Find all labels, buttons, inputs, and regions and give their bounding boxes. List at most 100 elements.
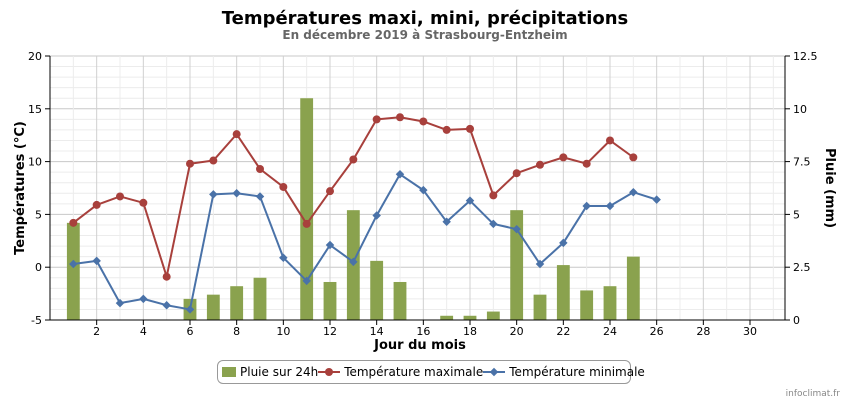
y-tick-label-left: 20: [28, 50, 42, 63]
y-tick-label-left: 10: [28, 156, 42, 169]
min-temp-line: [73, 173, 657, 311]
y-axis-right-label: Pluie (mm): [822, 148, 837, 228]
max-temp-point: [279, 182, 288, 191]
x-tick-label: 18: [463, 325, 477, 338]
legend-item-max-temp[interactable]: Température maximale: [318, 365, 483, 379]
max-temp-point: [116, 192, 124, 201]
y-axis-left-label: Températures (°C): [13, 121, 28, 255]
max-temp-point: [69, 218, 78, 227]
rain-bar: [206, 294, 220, 320]
y-tick-label-left: -5: [31, 314, 42, 327]
max-temp-point: [466, 124, 474, 133]
rain-bar: [556, 265, 570, 320]
y-tick-label-right: 10: [793, 103, 807, 116]
min-temp-point: [185, 305, 195, 314]
credit-link[interactable]: infoclimat.fr: [785, 389, 840, 399]
min-temp-point: [325, 240, 335, 250]
x-tick-label: 22: [556, 325, 570, 338]
x-axis-label: Jour du mois: [373, 338, 466, 353]
min-temp-point: [442, 217, 451, 227]
y-tick-label-left: 5: [35, 208, 42, 221]
min-temp-point: [255, 192, 265, 201]
min-temp-swatch-icon: [483, 367, 506, 377]
y-tick-label-right: 0: [793, 314, 800, 327]
legend-label-max-temp: Température maximale: [344, 365, 484, 379]
max-temp-point: [606, 136, 614, 145]
rain-bar: [463, 315, 477, 320]
min-temp-point: [115, 298, 125, 308]
y-tick-label-left: 0: [35, 261, 42, 274]
min-temp-point: [92, 256, 101, 266]
grid: [50, 55, 785, 321]
max-temp-point: [162, 272, 171, 281]
chart-subtitle: En décembre 2019 à Strasbourg-Entzheim: [282, 28, 568, 42]
max-temp-point: [256, 164, 264, 173]
x-tick-label: 26: [650, 325, 664, 338]
rain-bar: [66, 222, 80, 320]
rain-bar: [533, 294, 547, 320]
min-temp-point: [489, 219, 498, 229]
legend-item-rain[interactable]: Pluie sur 24h: [222, 365, 318, 379]
x-tick-label: 30: [743, 325, 757, 338]
max-temp-point: [489, 191, 498, 200]
y-tick-label-right: 2.5: [793, 261, 811, 274]
x-tick-label: 14: [370, 325, 384, 338]
y-tick-label-left: 15: [28, 103, 42, 116]
max-temp-point: [442, 125, 451, 134]
max-temp-point: [232, 130, 241, 139]
rain-bar: [230, 286, 244, 320]
rain-bar: [440, 315, 454, 320]
min-temp-point: [232, 189, 241, 198]
max-temp-point: [302, 219, 311, 228]
rain-bar: [486, 311, 500, 320]
temperature-lines: [69, 113, 661, 314]
max-temp-point: [349, 155, 358, 164]
rain-swatch-icon: [222, 367, 236, 377]
max-temp-point: [326, 187, 334, 196]
rain-bar: [580, 290, 594, 320]
x-tick-label: 2: [93, 325, 100, 338]
rain-bar: [626, 256, 640, 320]
y-tick-label-right: 7.5: [793, 156, 811, 169]
min-temp-point: [372, 211, 381, 220]
min-temp-point: [349, 257, 358, 267]
rain-bar: [300, 98, 314, 321]
min-temp-point: [69, 259, 78, 269]
min-temp-point: [419, 185, 428, 195]
max-temp-point: [92, 200, 101, 209]
rain-bars: [66, 98, 640, 321]
legend-label-min-temp: Température minimale: [509, 365, 645, 379]
rain-bar: [253, 277, 267, 320]
rain-bar: [323, 281, 337, 320]
legend-item-min-temp[interactable]: Température minimale: [483, 365, 645, 379]
plot-background: [50, 56, 785, 320]
chart-title: Températures maxi, mini, précipitations: [221, 8, 629, 29]
min-temp-point: [209, 190, 218, 199]
max-temp-point: [559, 153, 568, 162]
rain-bar: [603, 286, 617, 320]
x-tick-label: 24: [603, 325, 617, 338]
x-tick-label: 6: [187, 325, 194, 338]
max-temp-point: [419, 117, 428, 126]
y-tick-label-right: 12.5: [793, 50, 818, 63]
max-temp-point: [582, 159, 591, 168]
legend-label-rain: Pluie sur 24h: [240, 365, 319, 379]
max-temp-point: [209, 156, 218, 165]
max-temp-point: [629, 153, 638, 162]
x-tick-label: 28: [696, 325, 710, 338]
max-temp-point: [536, 160, 544, 169]
min-temp-point: [535, 259, 545, 269]
max-temp-swatch-icon: [318, 367, 341, 377]
max-temp-point: [186, 159, 194, 168]
rain-bar: [510, 210, 524, 320]
min-temp-point: [139, 294, 148, 304]
max-temp-point: [512, 169, 521, 178]
legend: Pluie sur 24h Température maximale Tempé…: [217, 360, 645, 384]
x-tick-label: 16: [416, 325, 430, 338]
y-tick-label-right: 5: [793, 208, 800, 221]
min-temp-point: [162, 300, 171, 310]
x-tick-label: 10: [276, 325, 290, 338]
rain-bar: [393, 281, 407, 320]
